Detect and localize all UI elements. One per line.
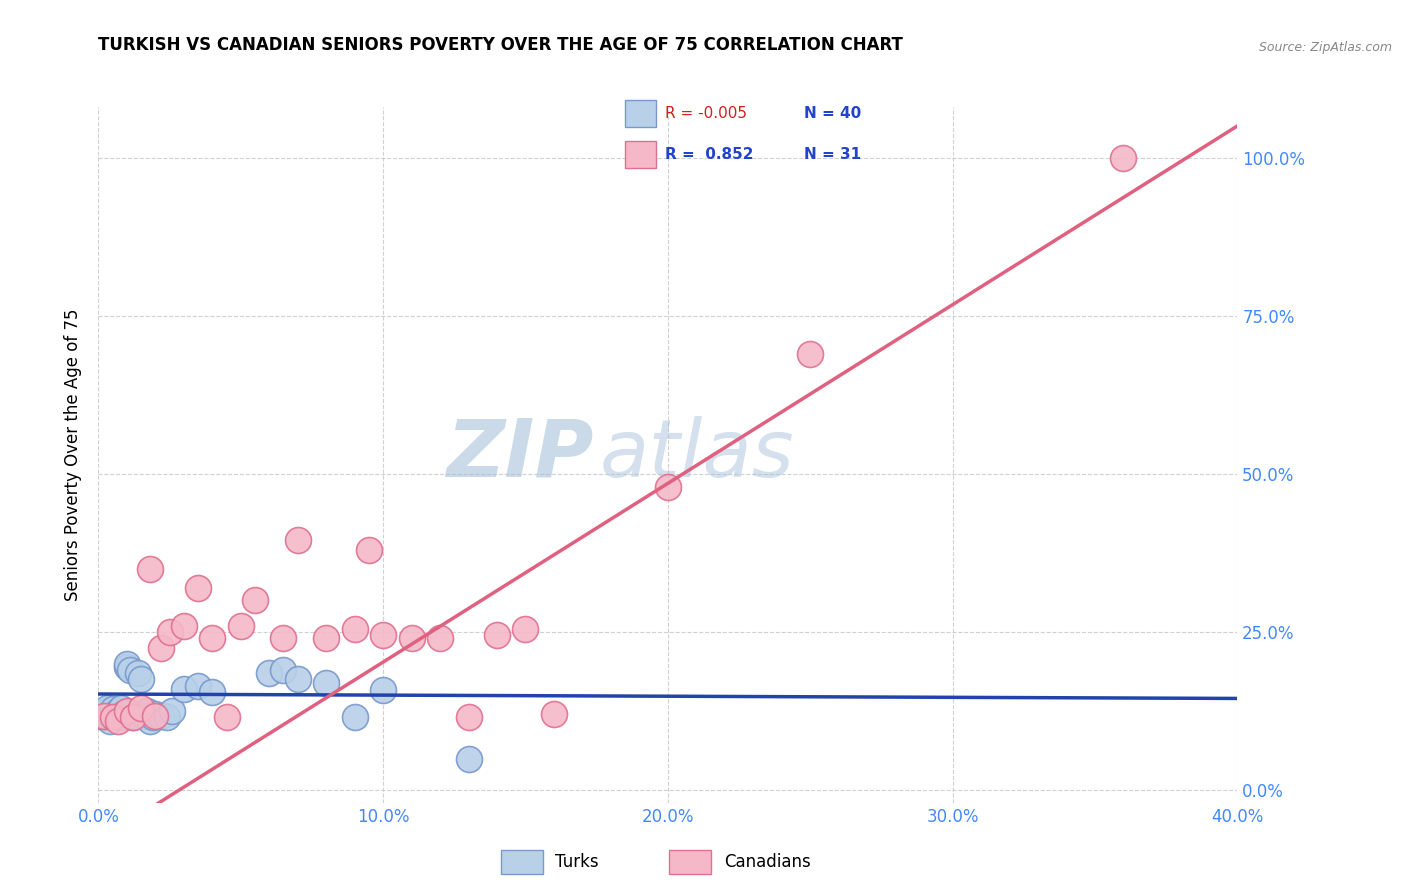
Point [101,706,124,720]
Text: TURKISH VS CANADIAN SENIORS POVERTY OVER THE AGE OF 75 CORRELATION CHART: TURKISH VS CANADIAN SENIORS POVERTY OVER… [98,36,903,54]
Point [101,710,124,724]
Point [373,683,395,698]
Point [159,625,181,640]
Point [162,704,184,718]
Point [121,710,143,724]
Point [138,714,160,728]
Point [129,673,152,687]
Point [287,533,309,548]
Point [315,675,337,690]
Point [201,632,224,646]
Point [173,681,195,696]
Point [401,632,423,646]
Point [429,632,451,646]
Point [543,707,565,722]
Point [138,562,160,576]
Point [259,666,281,681]
FancyBboxPatch shape [624,100,655,127]
Point [343,622,366,636]
Point [115,704,138,718]
Point [110,710,132,724]
Point [373,628,395,642]
Point [121,710,143,724]
Point [187,679,209,693]
Point [104,710,127,724]
Point [145,708,167,723]
Point [173,618,195,632]
Point [457,710,479,724]
FancyBboxPatch shape [624,141,655,168]
Point [129,701,152,715]
Point [187,581,209,595]
Point [229,618,252,632]
Point [799,347,821,361]
Point [215,710,238,724]
FancyBboxPatch shape [501,849,543,874]
Point [96,701,118,715]
Point [457,751,479,765]
Text: Source: ZipAtlas.com: Source: ZipAtlas.com [1258,40,1392,54]
Point [115,657,138,671]
Text: atlas: atlas [599,416,794,494]
Point [273,663,295,677]
Point [287,673,309,687]
Point [486,628,509,642]
Text: ZIP: ZIP [447,416,593,494]
Point [127,666,149,681]
Point [101,702,124,716]
Point [132,708,155,723]
Point [104,707,127,722]
Y-axis label: Seniors Poverty Over the Age of 75: Seniors Poverty Over the Age of 75 [65,309,83,601]
Point [112,706,135,720]
Point [90,707,112,722]
Point [118,663,141,677]
FancyBboxPatch shape [669,849,711,874]
Point [145,707,167,722]
Point [124,708,146,723]
Point [343,710,366,724]
Text: Turks: Turks [555,853,599,871]
Point [156,710,179,724]
Point [107,708,129,723]
Point [657,479,679,493]
Text: R =  0.852: R = 0.852 [665,147,754,161]
Point [107,714,129,728]
Point [357,542,380,557]
Point [273,632,295,646]
Point [141,710,163,724]
Point [93,710,115,724]
Point [150,708,173,723]
Point [243,593,266,607]
Point [135,704,157,718]
Point [315,632,337,646]
Point [93,708,115,723]
Point [110,701,132,715]
Point [115,660,138,674]
Point [107,704,129,718]
Text: R = -0.005: R = -0.005 [665,106,747,120]
Point [98,714,121,728]
Text: N = 40: N = 40 [804,106,862,120]
Point [150,640,173,655]
Point [201,685,224,699]
Point [98,708,121,723]
Point [96,704,118,718]
Point [1112,151,1135,165]
Text: N = 31: N = 31 [804,147,862,161]
Text: Canadians: Canadians [724,853,811,871]
Point [515,622,537,636]
